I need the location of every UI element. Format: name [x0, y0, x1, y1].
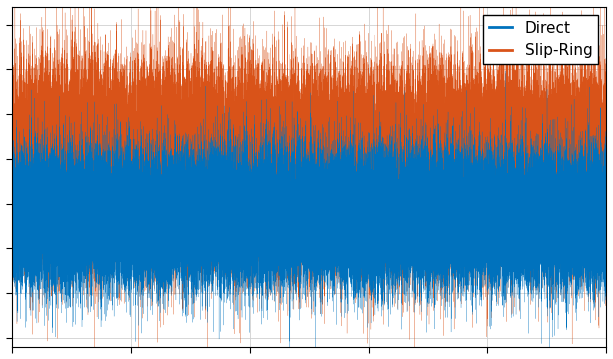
- Legend: Direct, Slip-Ring: Direct, Slip-Ring: [483, 15, 598, 65]
